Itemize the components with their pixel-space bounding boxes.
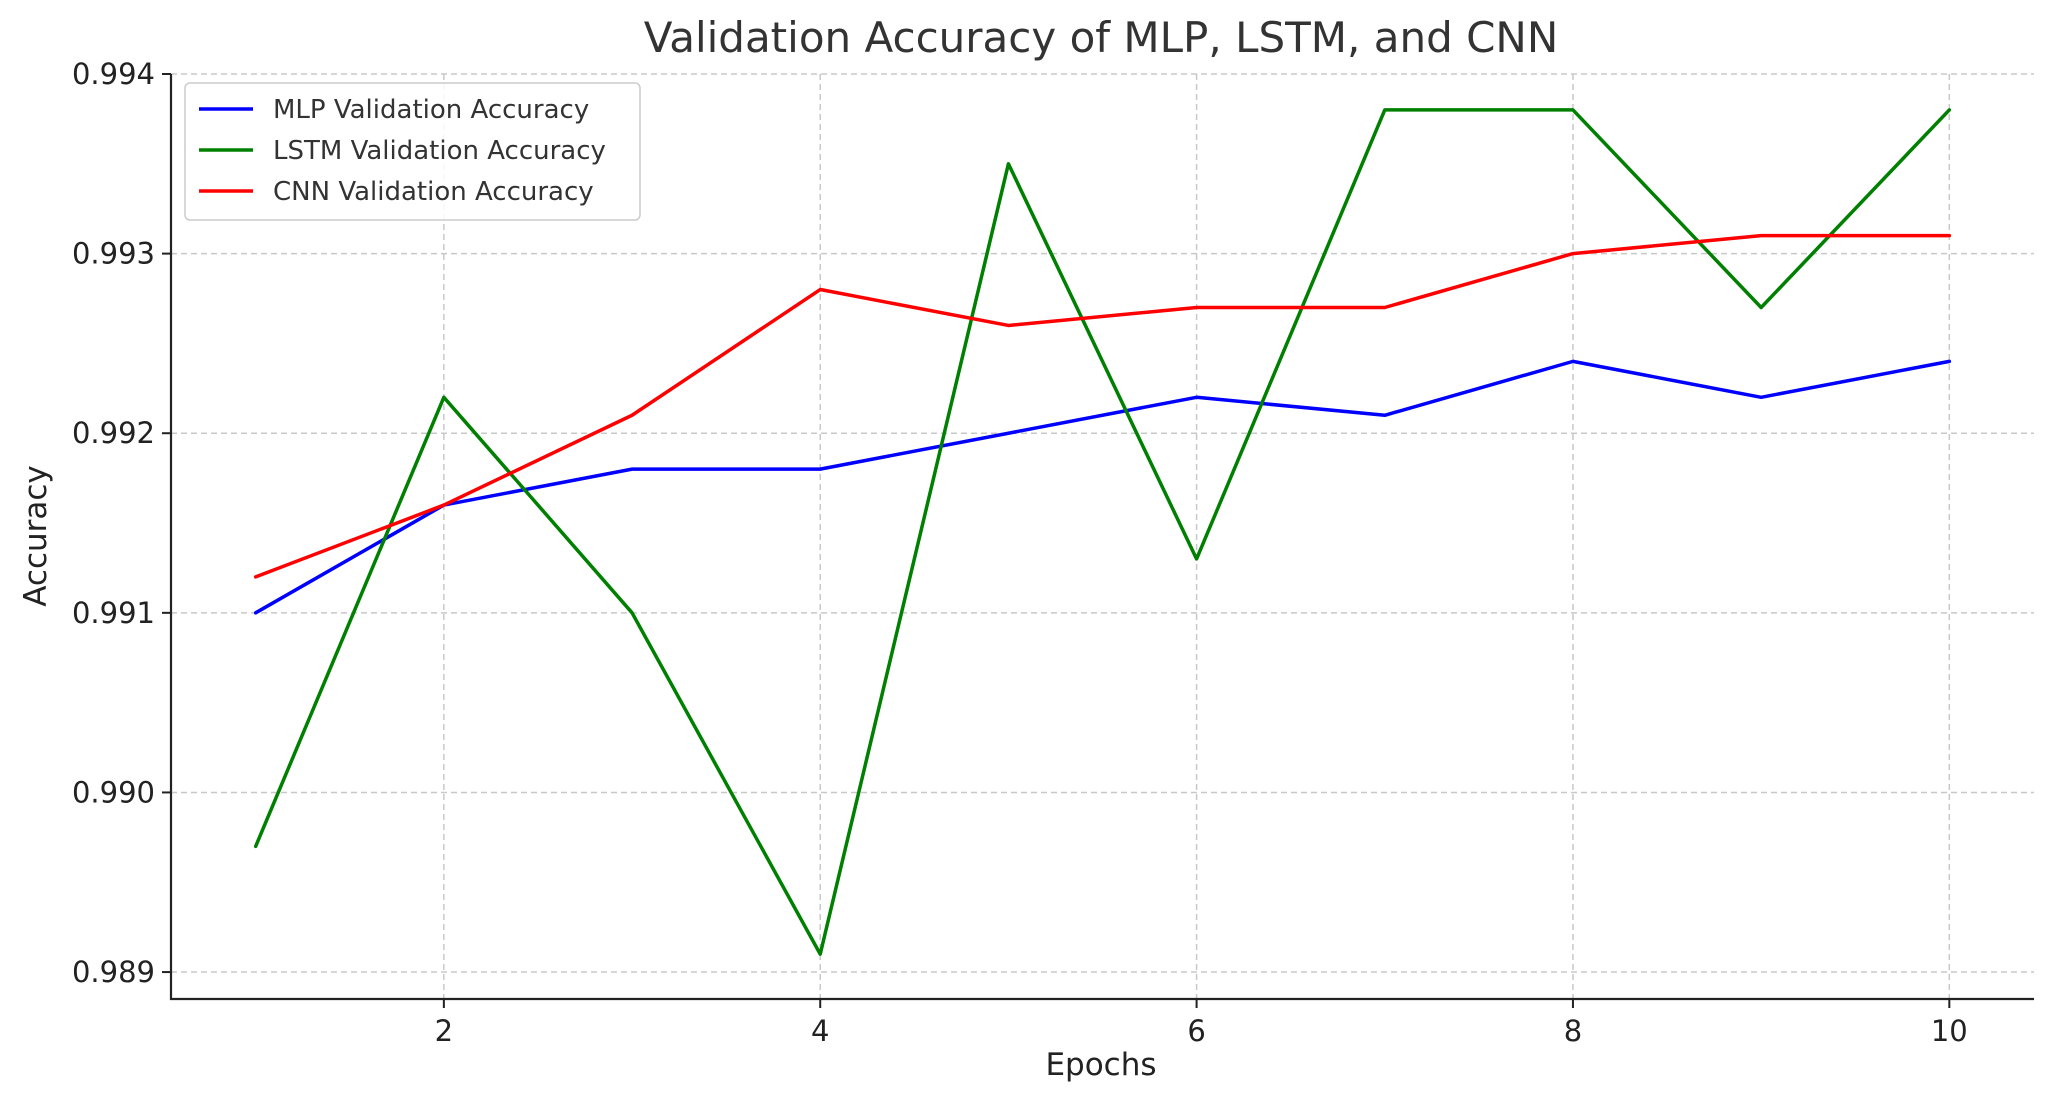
y-tick-label: 0.993	[72, 237, 155, 271]
x-axis-label: Epochs	[1045, 1047, 1156, 1083]
plot-axes-frame	[169, 74, 2034, 1001]
y-tick-label: 0.992	[72, 416, 155, 450]
y-axis-ticks: 0.989 0.990 0.991 0.992 0.993 0.994	[72, 57, 171, 989]
y-tick-label: 0.989	[72, 955, 155, 989]
x-tick-label: 10	[1931, 1014, 1968, 1048]
cnn-legend-label: CNN Validation Accuracy	[273, 177, 594, 207]
x-tick-label: 8	[1564, 1014, 1582, 1048]
x-tick-label: 6	[1187, 1014, 1205, 1048]
x-tick-label: 2	[435, 1014, 453, 1048]
series-group	[253, 108, 1952, 956]
lstm-series-line	[253, 108, 1952, 956]
y-axis-label: Accuracy	[18, 465, 54, 607]
chart-title: Validation Accuracy of MLP, LSTM, and CN…	[644, 13, 1559, 62]
mlp-series-line	[253, 359, 1952, 615]
cnn-series-line	[253, 233, 1952, 579]
grid-lines	[171, 73, 2034, 999]
x-axis-ticks: 2 4 6 8 10	[435, 999, 1968, 1048]
legend-box	[184, 82, 641, 221]
y-tick-label: 0.994	[72, 57, 155, 91]
legend: MLP Validation Accuracy LSTM Validation A…	[184, 82, 641, 221]
lstm-legend-label: LSTM Validation Accuracy	[273, 136, 606, 166]
y-tick-label: 0.990	[72, 775, 155, 809]
x-tick-label: 4	[811, 1014, 829, 1048]
y-tick-label: 0.991	[72, 596, 155, 630]
mlp-legend-label: MLP Validation Accuracy	[273, 95, 589, 125]
